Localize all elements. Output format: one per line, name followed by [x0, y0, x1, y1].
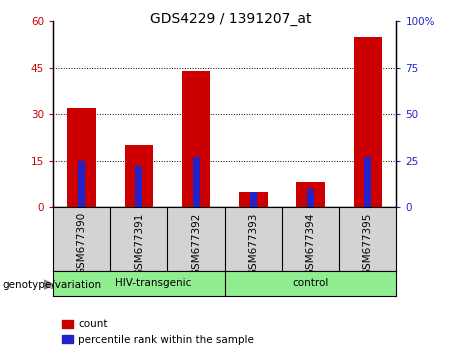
Text: control: control [292, 278, 329, 288]
Bar [296, 182, 325, 207]
Text: GSM677394: GSM677394 [306, 212, 316, 275]
Text: GSM677395: GSM677395 [363, 212, 373, 275]
Text: GSM677391: GSM677391 [134, 212, 144, 275]
Text: HIV-transgenic: HIV-transgenic [115, 278, 191, 288]
Bar [250, 192, 257, 207]
Polygon shape [44, 280, 53, 289]
Bar [193, 157, 200, 207]
Legend: count, percentile rank within the sample: count, percentile rank within the sample [58, 315, 258, 349]
Text: GSM677393: GSM677393 [248, 212, 258, 275]
Text: GDS4229 / 1391207_at: GDS4229 / 1391207_at [150, 12, 311, 27]
Bar [136, 166, 142, 207]
Bar [364, 157, 371, 207]
Bar [307, 188, 314, 207]
Bar [239, 192, 268, 207]
Bar [354, 37, 382, 207]
Text: GSM677390: GSM677390 [77, 212, 87, 275]
Bar [124, 145, 153, 207]
Bar [182, 71, 210, 207]
Text: GSM677392: GSM677392 [191, 212, 201, 275]
Text: genotype/variation: genotype/variation [2, 280, 101, 290]
Bar [67, 108, 96, 207]
Bar [78, 161, 85, 207]
